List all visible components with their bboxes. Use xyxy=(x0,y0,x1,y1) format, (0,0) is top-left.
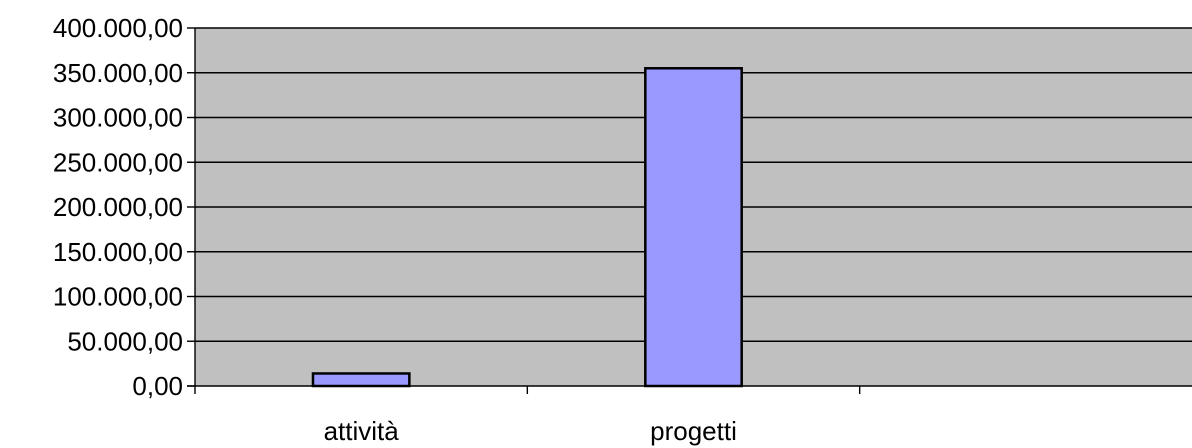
y-tick-label: 250.000,00 xyxy=(53,147,183,177)
bars xyxy=(311,67,743,388)
bar-2 xyxy=(644,67,743,388)
y-tick-label: 300.000,00 xyxy=(53,103,183,133)
y-tick-label: 350.000,00 xyxy=(53,58,183,88)
y-tick-label: 50.000,00 xyxy=(67,326,183,356)
y-tick-label: 0,00 xyxy=(132,371,183,401)
axes xyxy=(187,28,1192,394)
y-tick-label: 150.000,00 xyxy=(53,237,183,267)
y-tick-label: 100.000,00 xyxy=(53,282,183,312)
y-axis-ticks: 0,00 50.000,00 100.000,00 150.000,00 200.000… xyxy=(53,13,195,401)
x-axis-ticks: attività progetti xyxy=(324,386,861,446)
y-tick-label: 200.000,00 xyxy=(53,192,183,222)
bar-1 xyxy=(311,372,411,388)
y-tick-label: 400.000,00 xyxy=(53,13,183,43)
x-tick-label: progetti xyxy=(650,416,737,446)
x-tick-label: attività xyxy=(324,416,400,446)
